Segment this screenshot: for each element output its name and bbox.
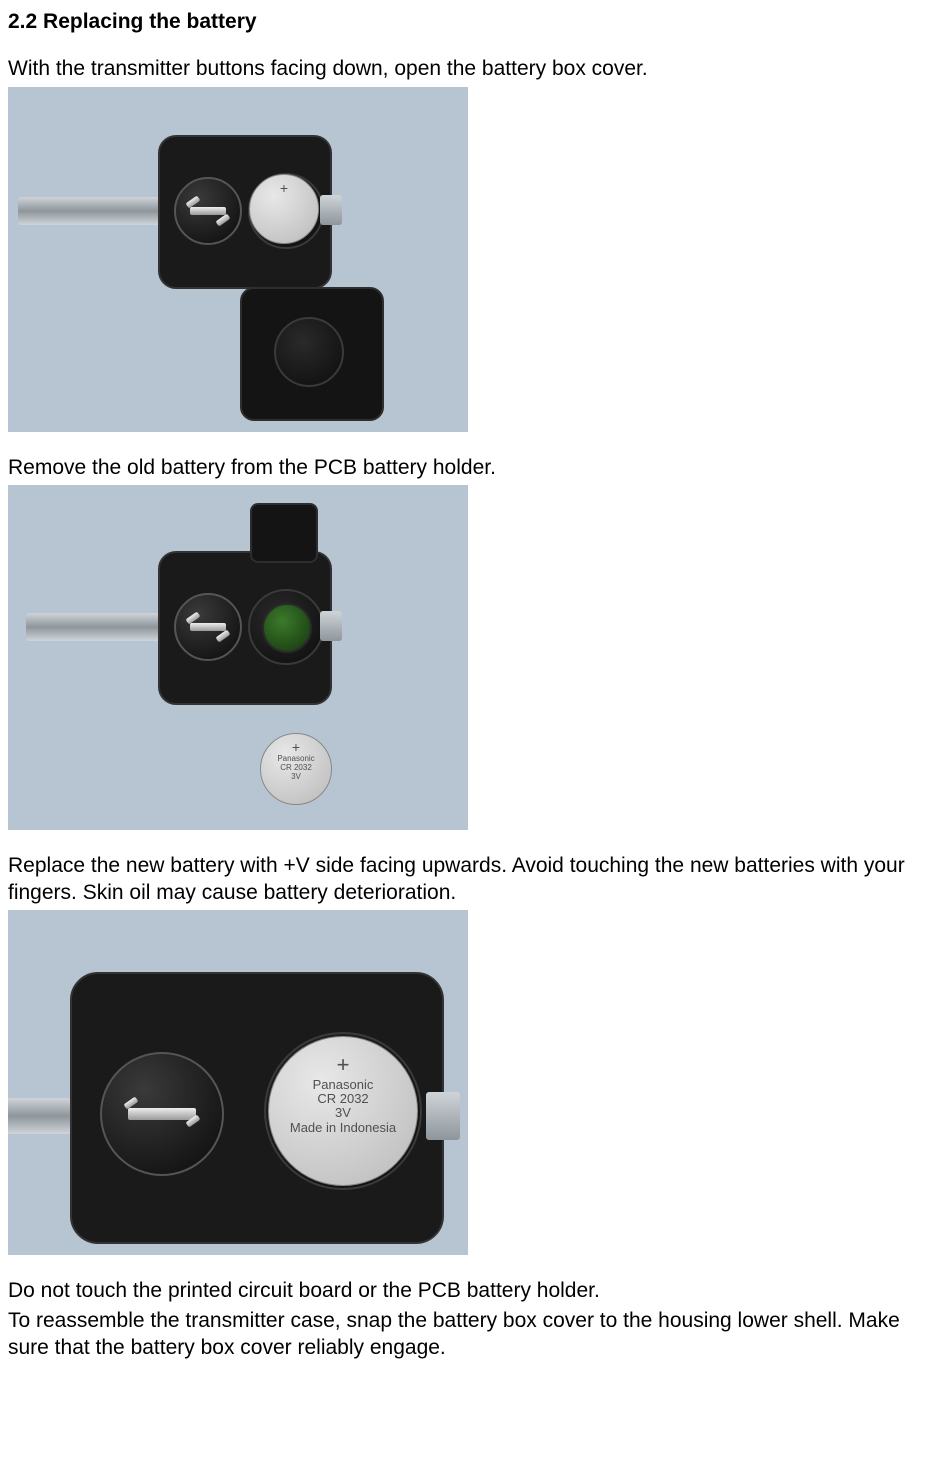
step-1-text: With the transmitter buttons facing down… (8, 55, 918, 82)
step-3-text: Replace the new battery with +V side fac… (8, 852, 918, 907)
figure-insert-battery: + Panasonic CR 2032 3V Made in Indonesia (8, 910, 468, 1255)
figure-open-cover: + (8, 87, 468, 432)
battery-model-label-closeup: CR 2032 (317, 1091, 368, 1106)
footer-instructions: Do not touch the printed circuit board o… (8, 1277, 918, 1361)
section-heading: 2.2 Replacing the battery (8, 8, 918, 35)
battery-brand-label-closeup: Panasonic (313, 1077, 374, 1092)
battery-voltage-label-closeup: 3V (335, 1105, 351, 1120)
battery-voltage-label: 3V (291, 772, 301, 781)
footer-line-2: To reassemble the transmitter case, snap… (8, 1307, 918, 1362)
footer-line-1: Do not touch the printed circuit board o… (8, 1277, 918, 1304)
battery-origin-label: Made in Indonesia (290, 1120, 396, 1135)
step-2-text: Remove the old battery from the PCB batt… (8, 454, 918, 481)
battery-brand-label: Panasonic (277, 754, 314, 763)
figure-remove-battery: + Panasonic CR 2032 3V (8, 485, 468, 830)
battery-model-label: CR 2032 (280, 763, 312, 772)
